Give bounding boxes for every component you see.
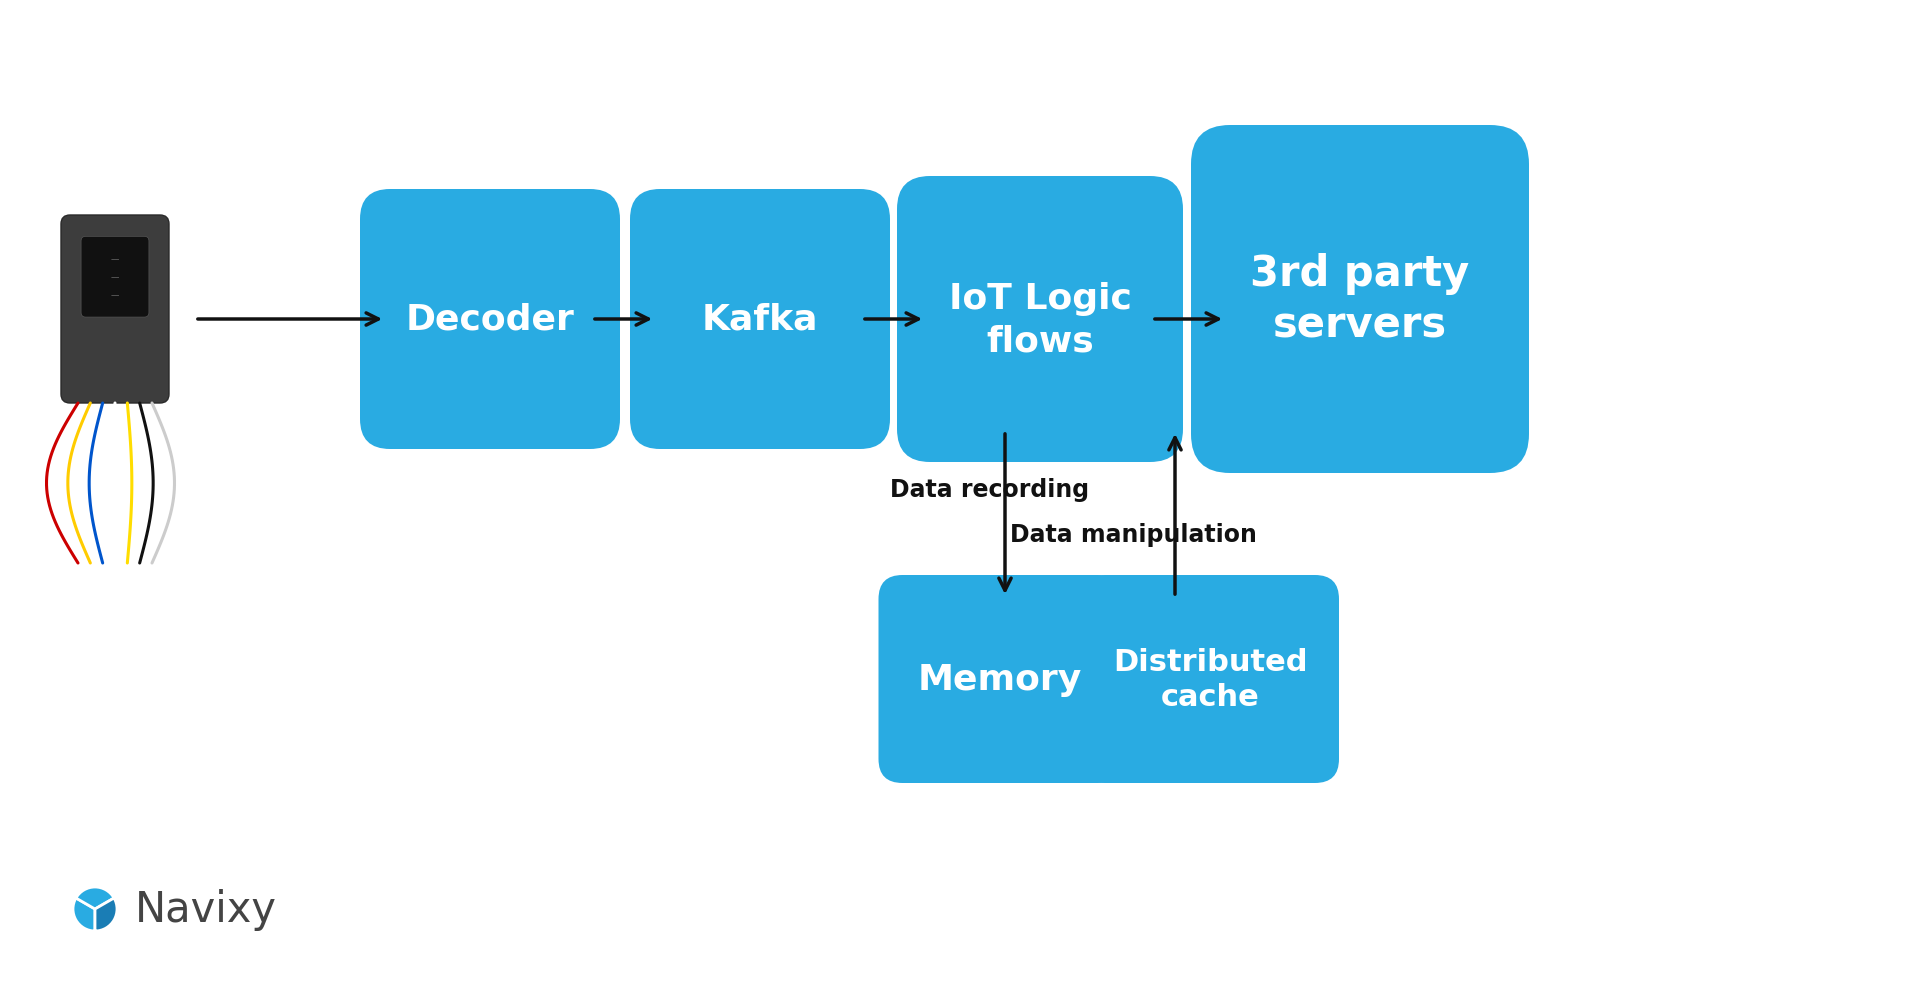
Text: —: —: [111, 291, 119, 300]
FancyBboxPatch shape: [81, 237, 150, 318]
Text: IoT Logic
flows: IoT Logic flows: [948, 282, 1131, 358]
Text: Distributed
cache: Distributed cache: [1114, 647, 1308, 712]
Text: Data manipulation: Data manipulation: [1010, 523, 1258, 547]
FancyBboxPatch shape: [61, 216, 169, 403]
FancyBboxPatch shape: [1081, 576, 1338, 783]
Text: 3rd party
servers: 3rd party servers: [1250, 253, 1469, 347]
Text: Data recording: Data recording: [891, 477, 1089, 502]
Wedge shape: [94, 898, 117, 931]
FancyBboxPatch shape: [897, 177, 1183, 462]
Text: Kafka: Kafka: [701, 303, 818, 337]
Text: Decoder: Decoder: [405, 303, 574, 337]
Text: —: —: [111, 255, 119, 264]
Wedge shape: [77, 887, 113, 909]
FancyBboxPatch shape: [1190, 125, 1528, 473]
Text: Memory: Memory: [918, 662, 1083, 696]
FancyBboxPatch shape: [361, 190, 620, 449]
Text: —: —: [111, 273, 119, 282]
FancyBboxPatch shape: [879, 576, 1121, 783]
Wedge shape: [73, 898, 94, 931]
FancyBboxPatch shape: [630, 190, 891, 449]
Text: Navixy: Navixy: [134, 888, 276, 930]
